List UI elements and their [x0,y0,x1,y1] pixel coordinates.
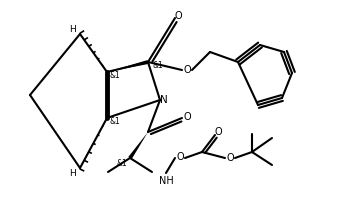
Text: O: O [183,112,191,122]
Text: &1: &1 [110,71,120,79]
Text: O: O [174,11,182,21]
Text: &1: &1 [153,61,163,69]
Polygon shape [129,132,148,159]
Text: NH: NH [159,176,174,186]
Text: O: O [214,127,222,137]
Text: O: O [226,153,234,163]
Text: O: O [183,65,191,75]
Text: &1: &1 [117,158,127,167]
Text: H: H [70,170,76,178]
Text: N: N [160,95,168,105]
Text: O: O [176,152,184,162]
Polygon shape [107,60,148,72]
Text: H: H [70,25,76,33]
Text: &1: &1 [110,116,120,125]
